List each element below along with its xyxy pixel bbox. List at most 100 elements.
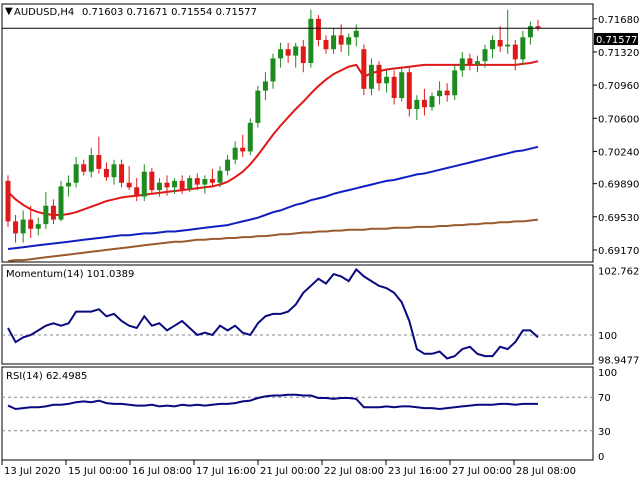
candle-body [187, 178, 193, 190]
candle-body [103, 168, 109, 178]
collapse-arrow-icon[interactable]: ▼ [5, 6, 13, 17]
candle-body [50, 205, 56, 220]
price-axis: 0.71680 0.71320 0.70960 0.70600 0.70240 0.698… [593, 15, 639, 257]
time-tick-label: 28 Jul 08:00 [516, 466, 576, 477]
candle-body [406, 72, 412, 110]
candle-body [225, 159, 231, 171]
momentum-tick-label: 100 [598, 331, 617, 342]
momentum-tick-label: 102.7623 [598, 266, 640, 277]
current-price-tag [594, 33, 638, 45]
price-tick-label: 0.69890 [598, 180, 639, 191]
candle-body [73, 164, 79, 183]
price-tick-label: 0.71320 [598, 48, 639, 59]
candle-body [474, 61, 480, 65]
candle-body [535, 26, 541, 29]
candle-body [429, 96, 435, 108]
candle-body [240, 147, 246, 152]
candle-body [119, 164, 125, 183]
ma-long-line [7, 218, 539, 262]
momentum-line [7, 267, 539, 360]
candle-body [452, 70, 458, 96]
candle-body [66, 182, 72, 187]
candle-body [81, 164, 87, 172]
candle-body [505, 44, 511, 47]
price-tick-label: 0.70960 [598, 81, 639, 92]
ma-short-line [7, 60, 539, 216]
rsi-tick-label: 30 [598, 427, 611, 438]
candle-body [35, 224, 41, 229]
candle-body [172, 180, 178, 188]
candle-body [217, 170, 223, 183]
time-axis: 13 Jul 2020 15 Jul 00:00 16 Jul 08:00 17 Ju… [1, 460, 576, 477]
candle-body [262, 81, 268, 91]
candle-body [459, 58, 465, 71]
momentum-axis: 102.7623 100 98.9477 [598, 266, 640, 366]
candle-body [194, 178, 200, 185]
candle-body [376, 64, 382, 84]
price-tick-label: 0.71680 [598, 15, 639, 26]
momentum-plot [2, 267, 593, 360]
candle-body [255, 90, 261, 123]
candle-body [338, 35, 344, 45]
candle-body [323, 39, 329, 50]
candle-body [126, 182, 132, 188]
rsi-plot [2, 393, 593, 432]
candle-body [164, 182, 170, 188]
price-tick-label: 0.69530 [598, 213, 639, 224]
candle-body [512, 44, 518, 60]
symbol-label: AUDUSD,H4 [14, 7, 74, 18]
candle-body [20, 219, 26, 234]
current-price-label: 0.71577 [596, 35, 637, 46]
rsi-tick-label: 100 [598, 368, 617, 379]
candle-body [96, 155, 102, 169]
time-tick-label: 22 Jul 08:00 [324, 466, 384, 477]
candle-body [353, 30, 359, 38]
rsi-line [7, 393, 538, 411]
candle-body [391, 76, 397, 99]
momentum-label: Momentum(14) 101.0389 [6, 269, 134, 280]
candle-body [134, 187, 140, 197]
time-tick-label: 15 Jul 00:00 [68, 466, 128, 477]
momentum-panel-frame [1, 264, 594, 365]
rsi-panel-frame [1, 366, 594, 461]
candle-body [5, 180, 11, 222]
price-tick-label: 0.70240 [598, 147, 639, 158]
candle-body [331, 35, 337, 50]
candle-body [270, 58, 276, 82]
candle-body [88, 155, 94, 172]
candle-body [141, 171, 147, 197]
momentum-tick-label: 98.9477 [598, 356, 639, 367]
price-tick-label: 0.70600 [598, 114, 639, 125]
candle-body [232, 147, 238, 160]
candle-body [111, 164, 117, 178]
candle-body [490, 39, 496, 50]
candle-body [361, 49, 367, 89]
candle-body [467, 58, 473, 65]
rsi-tick-label: 70 [598, 393, 611, 404]
candle-body [28, 219, 34, 229]
price-tick-label: 0.69170 [598, 246, 639, 257]
candle-body [13, 221, 19, 234]
candle-body [315, 18, 321, 40]
ma-mid-line [7, 145, 539, 250]
candle-body [293, 46, 299, 56]
candle-body [149, 171, 155, 191]
candle-body [444, 90, 450, 96]
candle-body [497, 39, 503, 47]
candle-body [202, 179, 208, 185]
time-tick-label: 21 Jul 00:00 [260, 466, 320, 477]
candle-body [527, 26, 533, 38]
candle-body [43, 205, 49, 225]
rsi-label: RSI(14) 62.4985 [6, 371, 87, 382]
time-tick-label: 17 Jul 16:00 [196, 466, 256, 477]
rsi-tick-label: 0 [598, 452, 604, 463]
candle-body [384, 76, 390, 84]
candle-body [421, 99, 427, 108]
candle-body [285, 49, 291, 56]
candle-body [278, 49, 284, 59]
candle-body [308, 18, 314, 64]
candle-body [414, 99, 420, 110]
rsi-axis: 100 70 30 0 [598, 368, 617, 463]
ohlc-values: 0.71603 0.71671 0.71554 0.71577 [82, 7, 257, 18]
